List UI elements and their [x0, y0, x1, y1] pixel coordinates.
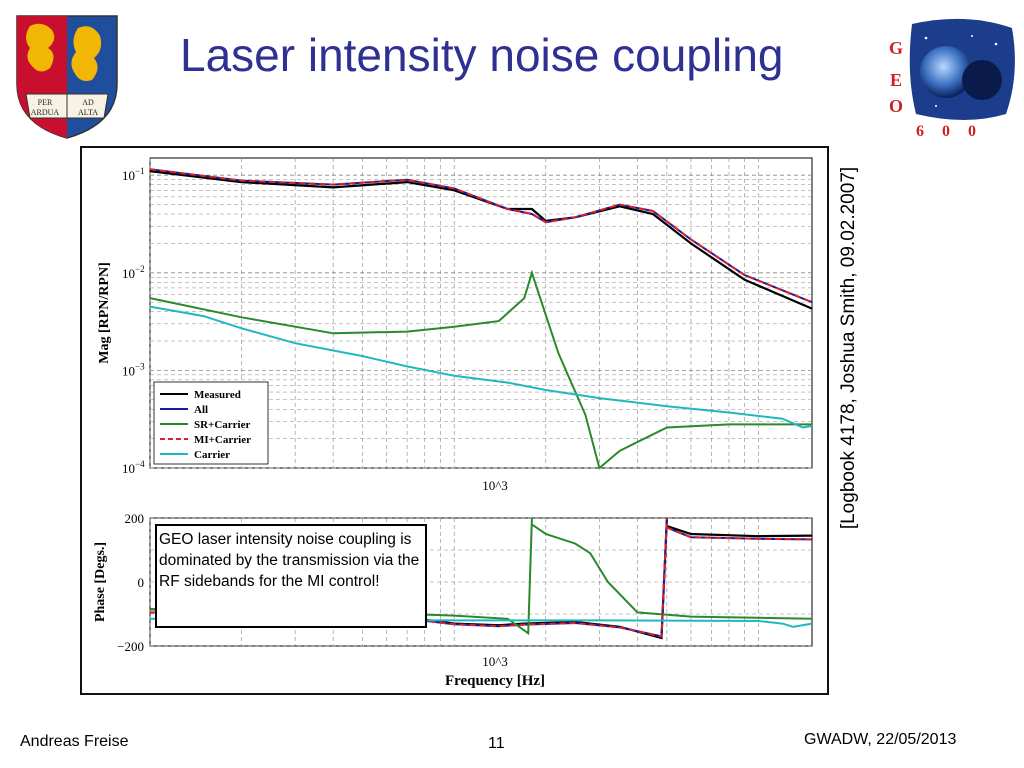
crest-motto-1: PER	[38, 98, 53, 107]
phase-ytick: −200	[117, 639, 144, 654]
crest-motto-3: ARDUA	[31, 108, 60, 117]
phase-xtick-1e3: 10^3	[482, 654, 508, 669]
magnitude-series-measured	[149, 170, 813, 310]
magnitude-yticks: 10−1 10−2 10−3 10−4	[122, 166, 145, 476]
university-crest-logo: PER AD ARDUA ALTA	[16, 15, 118, 139]
annotation-note: GEO laser intensity noise coupling is do…	[155, 524, 427, 628]
phase-series	[149, 517, 813, 640]
geo-letter-o: O	[889, 96, 903, 116]
geo600-logo: G E O 6 0 0	[889, 18, 1015, 140]
magnitude-xtick-1e3: 10^3	[482, 478, 508, 493]
magnitude-ytick: 10−2	[122, 264, 145, 281]
legend-label: Measured	[194, 389, 241, 401]
figure-frame: Mag [RPN/RPN] 10−1 10−2 10−3 10−4 10^3 Meas…	[80, 146, 829, 695]
geo-letter-g: G	[889, 38, 903, 58]
legend: Measured All SR+Carrier MI+Carrier Carrier	[153, 381, 269, 465]
magnitude-series	[149, 168, 813, 470]
footer-event: GWADW, 22/05/2013	[804, 731, 957, 748]
crest-motto-4: ALTA	[78, 108, 98, 117]
magnitude-series-mi-carrier	[149, 168, 813, 304]
magnitude-series-sr-carrier	[149, 269, 812, 470]
crest-motto-2: AD	[82, 98, 94, 107]
magnitude-ytick: 10−4	[122, 459, 145, 476]
geo-digit-6: 6	[916, 123, 924, 140]
annotation-note-text: GEO laser intensity noise coupling is do…	[159, 531, 420, 590]
geo-digit-0b: 0	[968, 123, 976, 140]
legend-items: Measured All SR+Carrier MI+Carrier Carrier	[160, 389, 251, 461]
magnitude-ytick: 10−1	[122, 166, 145, 183]
footer-author: Andreas Freise	[20, 733, 129, 750]
geo-digit-0a: 0	[942, 123, 950, 140]
phase-ytick: 0	[138, 575, 145, 590]
slide-title: Laser intensity noise coupling	[180, 29, 784, 81]
logbook-reference: [Logbook 4178, Joshua Smith, 09.02.2007]	[834, 100, 864, 595]
phase-ylabel: Phase [Degs.]	[93, 542, 108, 622]
phase-ytick: 200	[125, 511, 145, 526]
legend-label: MI+Carrier	[194, 434, 251, 446]
magnitude-ylabel: Mag [RPN/RPN]	[97, 262, 112, 363]
transfer-function-figure: Mag [RPN/RPN] 10−1 10−2 10−3 10−4 10^3 Meas…	[93, 157, 813, 689]
magnitude-plot: Mag [RPN/RPN] 10−1 10−2 10−3 10−4 10^3 Meas…	[97, 157, 813, 493]
legend-label: All	[194, 404, 208, 416]
phase-xlabel: Frequency [Hz]	[445, 673, 545, 689]
legend-label: Carrier	[194, 449, 230, 461]
magnitude-ytick: 10−3	[122, 361, 145, 378]
phase-yticks: 200 0 −200	[117, 511, 144, 654]
footer-page-number: 11	[488, 735, 505, 752]
magnitude-series-carrier	[149, 305, 813, 429]
geo-letter-e: E	[890, 70, 902, 90]
logbook-reference-text: [Logbook 4178, Joshua Smith, 09.02.2007]	[838, 166, 859, 529]
legend-label: SR+Carrier	[194, 419, 250, 431]
